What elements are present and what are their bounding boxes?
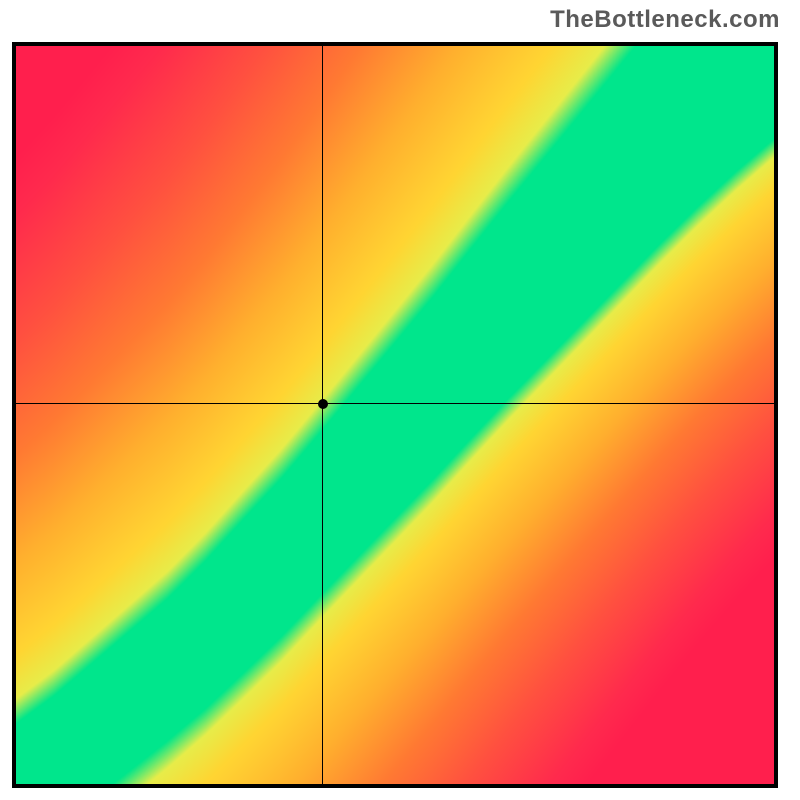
plot-frame — [12, 42, 778, 788]
figure-container: TheBottleneck.com — [0, 0, 800, 800]
crosshair-vertical — [322, 46, 323, 784]
attribution-text: TheBottleneck.com — [550, 6, 780, 34]
crosshair-horizontal — [16, 403, 774, 404]
crosshair-dot — [318, 399, 328, 409]
heatmap-canvas — [16, 46, 774, 784]
